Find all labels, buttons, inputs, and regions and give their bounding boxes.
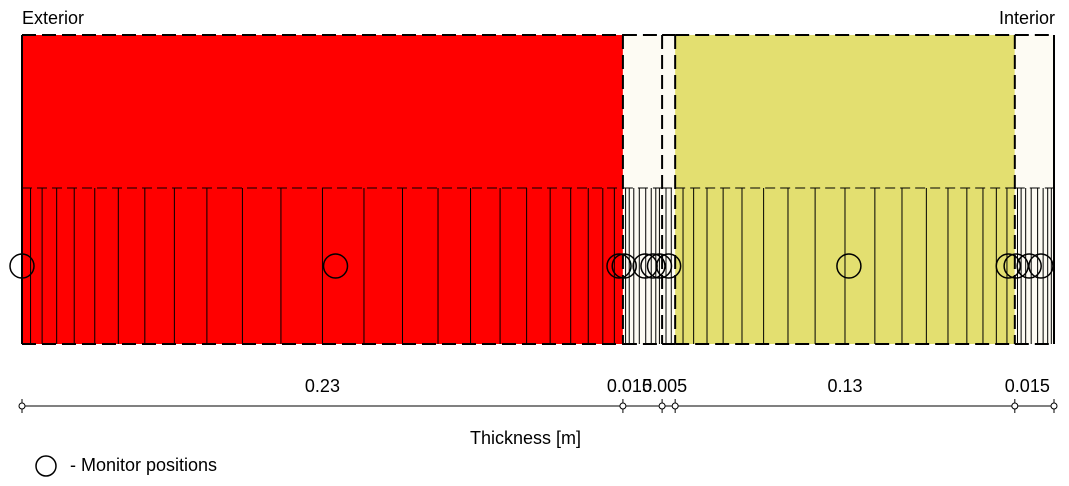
layer-3-thickness-label: 0.005 (642, 376, 687, 396)
axis-tick-node (1011, 402, 1019, 410)
monitor-position-marker (611, 253, 637, 279)
interior-label: Interior (998, 8, 1055, 28)
mesh-cells (22, 187, 1054, 344)
legend-monitor-icon (35, 455, 57, 477)
monitor-markers (9, 253, 1054, 279)
axis-title: Thickness [m] (470, 428, 582, 448)
monitor-position-marker (836, 253, 862, 279)
axis-tick-node (619, 402, 627, 410)
axis-tick-node (671, 402, 679, 410)
exterior-label: Exterior (22, 8, 85, 28)
monitor-position-marker (322, 253, 349, 279)
monitor-position-marker (1028, 253, 1054, 279)
layer-2-thickness-label: 0.015 (607, 376, 652, 396)
monitor-position-marker (640, 253, 666, 279)
monitor-position-marker (9, 253, 35, 279)
axis-tick-node (18, 402, 26, 410)
layer-1-thickness-label: 0.23 (305, 376, 340, 396)
layer-4-thickness-label: 0.13 (827, 376, 862, 396)
monitor-position-marker (655, 253, 682, 279)
layer-5-thickness-label: 0.015 (1005, 376, 1050, 396)
layer-3-fill (662, 35, 676, 344)
axis-tick-node (658, 402, 666, 410)
legend-text: - Monitor positions (70, 455, 218, 475)
axis-tick-node (1050, 402, 1058, 410)
layer-blocks (21, 34, 1055, 345)
monitor-position-marker (646, 253, 673, 279)
monitor-position-marker (1003, 253, 1029, 279)
monitor-position-marker (995, 253, 1022, 279)
monitor-position-marker (1016, 253, 1042, 279)
monitor-position-marker (606, 253, 632, 279)
